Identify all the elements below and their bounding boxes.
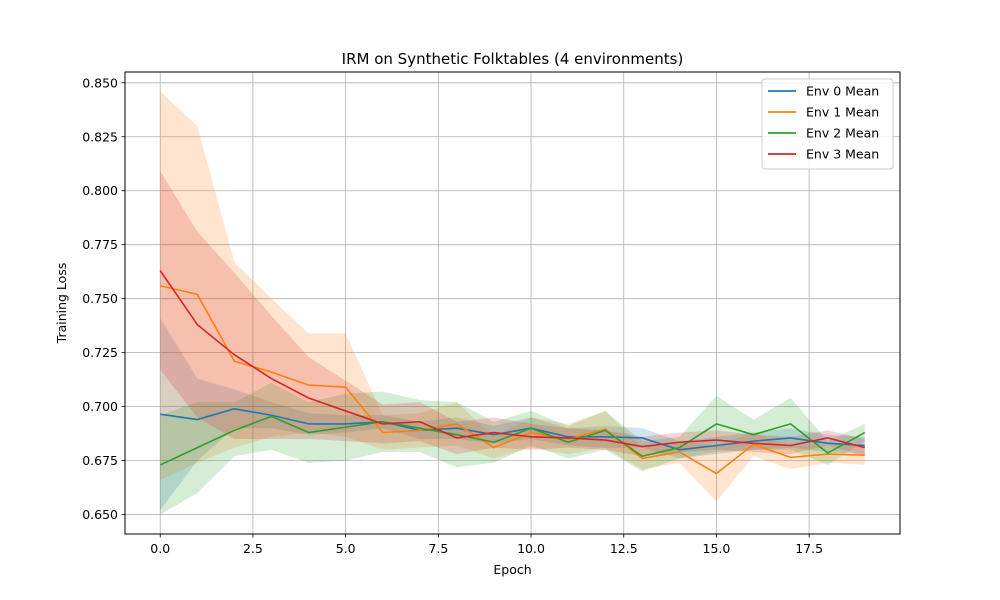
- y-tick-label: 0.700: [82, 399, 118, 414]
- y-tick-label: 0.675: [82, 453, 118, 468]
- x-tick-label: 0.0: [150, 541, 170, 556]
- legend-label: Env 0 Mean: [806, 84, 879, 99]
- y-axis-ticks: 0.650 0.675 0.700 0.725 0.750 0.775 0.800 0.825…: [82, 75, 125, 522]
- series-band-env-0: [160, 318, 865, 511]
- x-tick-label: 15.0: [703, 541, 731, 556]
- x-tick-label: 7.5: [428, 541, 448, 556]
- y-axis-title: Training Loss: [54, 263, 69, 345]
- legend-box: [761, 78, 894, 170]
- y-tick-label: 0.750: [82, 291, 118, 306]
- x-tick-label: 12.5: [610, 541, 638, 556]
- series-band-env-2: [160, 382, 865, 515]
- series-band-env-3: [160, 171, 865, 457]
- confidence-bands: [160, 91, 865, 515]
- series-line-env-3: [159, 270, 865, 449]
- y-tick-label: 0.650: [82, 507, 118, 522]
- legend-label: Env 3 Mean: [806, 147, 879, 162]
- x-axis-title: Epoch: [493, 562, 531, 577]
- x-tick-label: 5.0: [336, 541, 356, 556]
- series-line-env-1: [160, 284, 865, 475]
- series-line-env-0: [160, 407, 865, 451]
- chart-title: IRM on Synthetic Folktables (4 environme…: [342, 50, 684, 68]
- x-axis-ticks: 0.0 2.5 5.0 7.5 10.0 12.5 15.0 17.5: [150, 534, 823, 556]
- series-band-env-1: [160, 91, 865, 502]
- y-tick-label: 0.825: [82, 129, 118, 144]
- y-tick-label: 0.800: [82, 183, 118, 198]
- plot-frame: [124, 71, 901, 535]
- legend-label: Env 1 Mean: [806, 105, 879, 120]
- x-tick-label: 2.5: [243, 541, 263, 556]
- y-tick-label: 0.775: [82, 237, 118, 252]
- series-lines: [159, 270, 866, 475]
- y-tick-label: 0.850: [82, 75, 118, 90]
- legend: Env 0 Mean Env 1 Mean Env 2 Mean Env 3 Mean: [761, 78, 894, 170]
- legend-label: Env 2 Mean: [806, 126, 879, 141]
- x-tick-label: 10.0: [517, 541, 545, 556]
- x-tick-label: 17.5: [795, 541, 823, 556]
- y-tick-label: 0.725: [82, 345, 118, 360]
